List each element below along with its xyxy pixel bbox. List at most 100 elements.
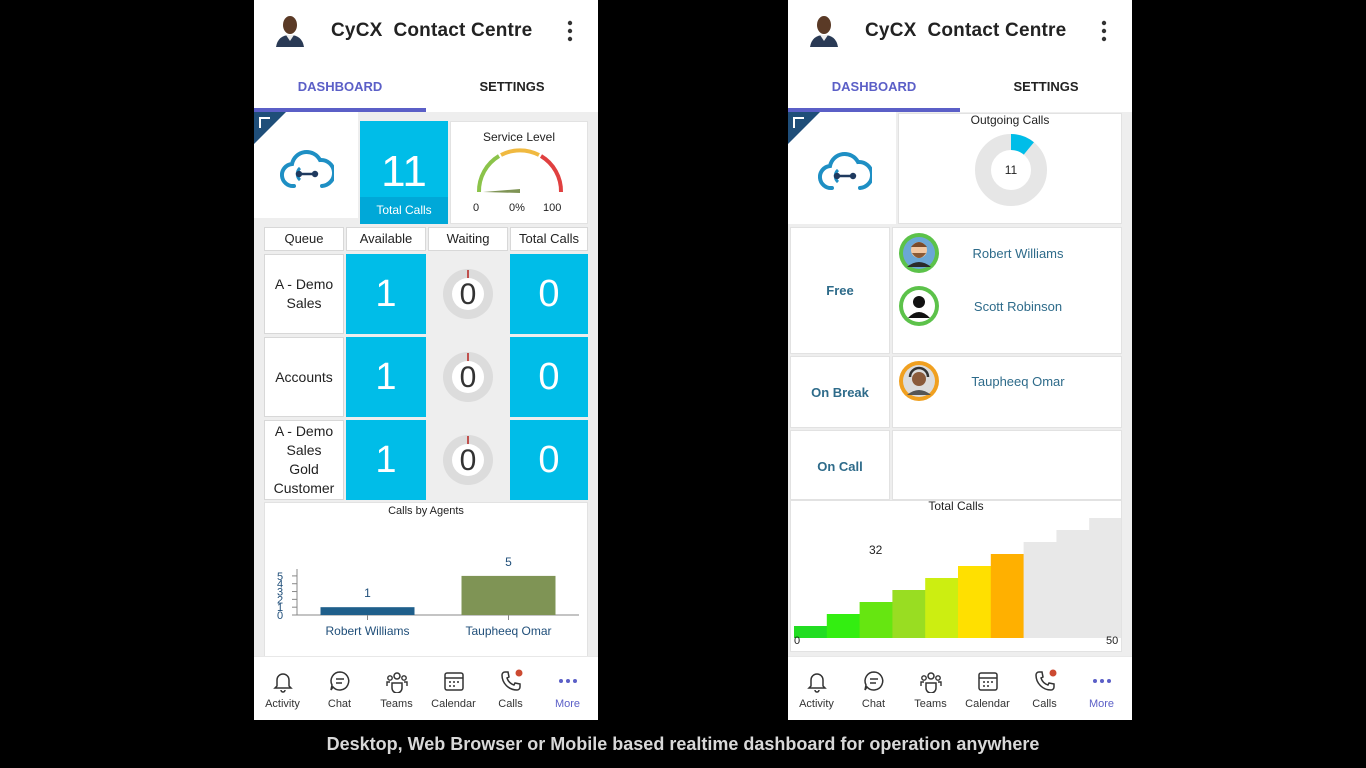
gauge-max-label: 50 — [1106, 635, 1119, 647]
free-agents-cell: Robert Williams Scott Robinson — [892, 227, 1122, 354]
more-options-icon[interactable] — [560, 20, 580, 42]
gauge-step — [1023, 542, 1057, 638]
gauge-max-label: 100 — [543, 202, 562, 214]
cycx-cloud-logo — [818, 151, 872, 191]
gauge-step — [826, 614, 861, 638]
available-cell: 1 — [346, 420, 426, 500]
expand-icon[interactable] — [793, 117, 804, 128]
nav-chat[interactable]: Chat — [311, 657, 368, 720]
nav-activity[interactable]: Activity — [254, 657, 311, 720]
nav-calendar[interactable]: Calendar — [959, 657, 1016, 720]
app-bar: CyCX Contact Centre — [254, 0, 598, 62]
status-cell-on-break: On Break — [790, 356, 890, 428]
chart-title: Calls by Agents — [388, 505, 464, 517]
status-label: On Call — [817, 459, 863, 474]
nav-label: More — [1088, 698, 1115, 710]
bar — [461, 575, 556, 615]
nav-calls[interactable]: Calls — [1016, 657, 1073, 720]
waiting-cell: 0 — [428, 420, 508, 500]
data-label: 5 — [505, 555, 512, 569]
nav-teams[interactable]: Teams — [368, 657, 425, 720]
service-level-gauge — [476, 148, 564, 193]
nav-label: Teams — [380, 698, 413, 710]
user-avatar[interactable] — [806, 11, 842, 47]
active-tab-indicator — [254, 108, 426, 112]
nav-more[interactable]: More — [1073, 657, 1130, 720]
app-title: CyCX Contact Centre — [865, 20, 1067, 41]
header-waiting: Waiting — [428, 227, 508, 251]
user-avatar[interactable] — [272, 11, 308, 47]
tab-bar: DASHBOARD SETTINGS — [788, 62, 1132, 112]
waiting-gauge: 0 — [443, 435, 493, 485]
nav-teams[interactable]: Teams — [902, 657, 959, 720]
agent-name: Scott Robinson — [973, 299, 1063, 314]
queue-name-cell: A - Demo Sales Gold Customer — [264, 420, 344, 500]
cycx-cloud-logo — [280, 149, 334, 189]
gauge-percent-label: 0% — [509, 202, 525, 214]
tab-bar: DASHBOARD SETTINGS — [254, 62, 598, 112]
status-cell-on-call: On Call — [790, 430, 890, 500]
nav-label: Calendar — [431, 698, 476, 710]
nav-label: Calls — [1032, 698, 1057, 710]
nav-calendar[interactable]: Calendar — [425, 657, 482, 720]
gauge-needle — [467, 270, 469, 279]
phone-icon — [1035, 669, 1057, 691]
nav-label: Chat — [327, 698, 352, 710]
available-cell: 1 — [346, 254, 426, 334]
nav-calls[interactable]: Calls — [482, 657, 539, 720]
logo-card — [788, 112, 896, 224]
dashboard-content: Outgoing Calls 11 Free Robert Williams S… — [788, 112, 1132, 656]
chat-icon — [330, 671, 350, 691]
agent-avatar[interactable] — [899, 286, 939, 326]
teams-icon — [920, 672, 942, 693]
more-options-icon[interactable] — [1094, 20, 1114, 42]
total-calls-value: 11 — [381, 147, 427, 196]
total-calls-step-gauge — [794, 518, 1121, 638]
on-break-agents-cell: Taupheeq Omar — [892, 356, 1122, 428]
status-label: On Break — [811, 385, 869, 400]
y-tick-label: 2 — [277, 594, 283, 606]
nav-more[interactable]: More — [539, 657, 596, 720]
nav-label: Activity — [799, 698, 834, 710]
bell-icon — [807, 673, 827, 693]
outgoing-calls-donut — [975, 134, 1047, 206]
nav-label: Chat — [861, 698, 886, 710]
app-title: CyCX Contact Centre — [331, 20, 533, 41]
waiting-cell: 0 — [428, 337, 508, 417]
total-calls-kpi: 11 Total Calls — [360, 121, 448, 224]
right-phone-screen: CyCX Contact Centre DASHBOARD SETTINGS O… — [788, 0, 1132, 720]
agent-avatar[interactable] — [899, 233, 939, 273]
nav-label: Calls — [498, 698, 523, 710]
teams-icon — [386, 672, 408, 693]
gauge-step — [958, 566, 992, 638]
logo-card — [254, 112, 358, 218]
header-available: Available — [346, 227, 426, 251]
more-icon — [559, 679, 577, 683]
nav-chat[interactable]: Chat — [845, 657, 902, 720]
total-calls-cell: 0 — [510, 420, 588, 500]
header-total-calls: Total Calls — [510, 227, 588, 251]
tab-dashboard[interactable]: DASHBOARD — [831, 79, 917, 94]
service-level-card: Service Level 0 0% 100 — [450, 121, 588, 224]
queue-name-cell: Accounts — [264, 337, 344, 417]
nav-activity[interactable]: Activity — [788, 657, 845, 720]
gauge-step — [859, 602, 893, 638]
outgoing-calls-card: Outgoing Calls 11 — [898, 113, 1122, 224]
dashboard-content: 11 Total Calls Service Level 0 0% 100 Qu… — [254, 112, 598, 656]
tab-settings[interactable]: SETTINGS — [479, 79, 545, 94]
calendar-icon — [978, 672, 998, 691]
agent-avatar[interactable] — [899, 361, 939, 401]
agent-name: Taupheeq Omar — [971, 374, 1065, 389]
queue-name-cell: A - Demo Sales — [264, 254, 344, 334]
x-tick-label: Robert Williams — [325, 624, 409, 638]
nav-label: Teams — [914, 698, 947, 710]
header-queue: Queue — [264, 227, 344, 251]
donut-fill — [1010, 134, 1034, 155]
tab-dashboard[interactable]: DASHBOARD — [297, 79, 383, 94]
tab-settings[interactable]: SETTINGS — [1013, 79, 1079, 94]
expand-icon[interactable] — [259, 117, 270, 128]
total-calls-value: 32 — [869, 543, 883, 557]
y-tick-label: 0 — [277, 610, 283, 622]
waiting-value: 0 — [452, 444, 484, 477]
